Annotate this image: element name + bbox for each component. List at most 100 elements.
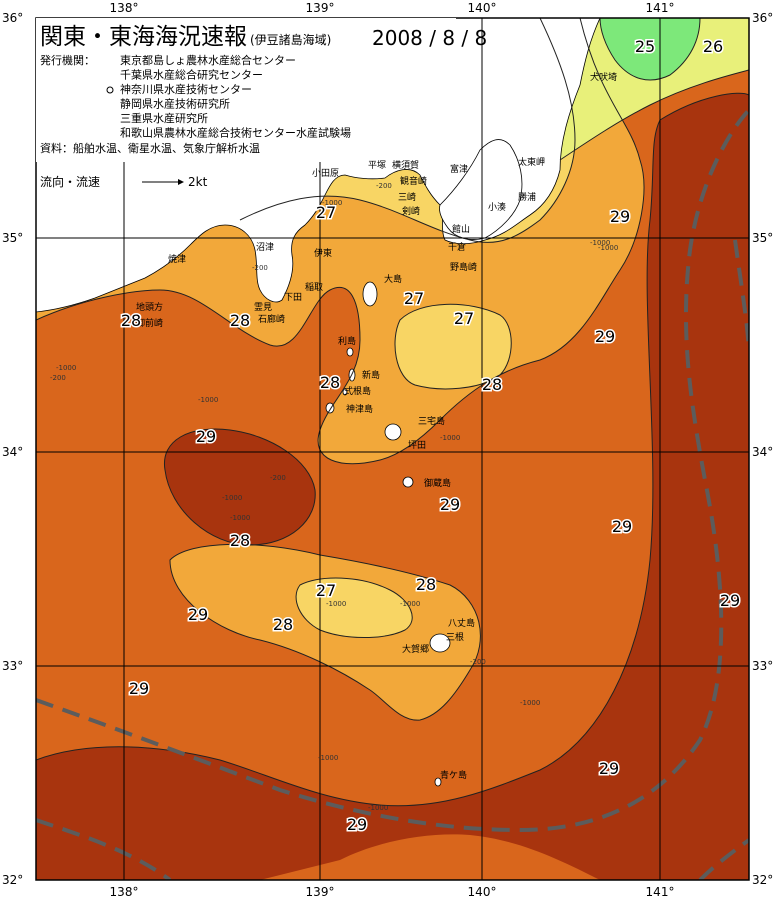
depth-label: -200 — [470, 658, 486, 666]
isotherm-28-line — [36, 18, 645, 465]
isotherm-27-central-line — [394, 303, 512, 390]
depth-label: -1000 — [198, 396, 218, 404]
latitude-tick-left: 36° — [2, 11, 23, 25]
depth-label: -1000 — [400, 600, 420, 608]
kuroshio-west-path — [36, 818, 172, 880]
zone-30-east — [36, 93, 749, 880]
isotherm-label: 29 — [599, 759, 619, 778]
isotherm-27-line — [239, 18, 576, 243]
latitude-tick-right: 36° — [752, 11, 773, 25]
zone-26 — [560, 18, 749, 160]
latitude-tick-right: 35° — [752, 231, 773, 245]
depth-label: -1000 — [318, 754, 338, 762]
depth-label: -200 — [252, 264, 268, 272]
mikurajima-island — [402, 476, 414, 488]
toshima-island — [346, 347, 354, 357]
isotherm-label: 27 — [404, 289, 424, 308]
place-label: 横須賀 — [392, 159, 419, 171]
depth-label: -200 — [50, 374, 66, 382]
depth-label: -1000 — [598, 244, 618, 252]
longitude-tick-bottom: 141° — [646, 885, 675, 899]
place-label: 利島 — [338, 335, 356, 347]
issuer-marker-icon — [106, 86, 114, 94]
isotherm-label: 29 — [440, 495, 460, 514]
isotherm-label: 29 — [612, 517, 632, 536]
flow-arrow-icon — [142, 179, 184, 185]
latitude-tick-right: 33° — [752, 659, 773, 673]
kuroshio-southeast-path — [698, 838, 749, 880]
flow-legend-label: 流向・流速 — [40, 174, 100, 189]
miyakejima-island — [384, 423, 402, 441]
isotherm-29-south-line — [36, 119, 661, 807]
isotherm-label: 28 — [273, 615, 293, 634]
latitude-tick-left: 32° — [2, 873, 23, 887]
isotherm-label: 28 — [482, 375, 502, 394]
kuroshio-main-path — [36, 108, 749, 833]
place-label: 平塚 — [368, 160, 386, 171]
isotherm-label: 29 — [347, 815, 367, 834]
hachijojima-island — [429, 633, 451, 653]
flow-legend-scale: 2kt — [188, 175, 208, 189]
depth-label: -1000 — [326, 600, 346, 608]
isotherm-label: 29 — [129, 679, 149, 698]
place-label: 稲取 — [305, 281, 323, 293]
depth-contour-labels: -1000-200-1000-1000-200-1000-1000-1000 -1… — [50, 182, 618, 812]
latitude-tick-left: 34° — [2, 445, 23, 459]
place-label: 坪田 — [408, 440, 426, 451]
depth-label: -1000 — [590, 239, 610, 247]
place-label: 焼津 — [168, 254, 186, 265]
longitude-tick-bottom: 138° — [110, 885, 139, 899]
isotherm-label: 25 — [635, 37, 655, 56]
kozushima-island — [325, 402, 335, 414]
depth-label: -1000 — [56, 364, 76, 372]
isotherm-label: 28 — [230, 311, 250, 330]
isotherm-label: 29 — [595, 327, 615, 346]
issuer-name: 静岡県水産技術研究所 — [120, 97, 230, 111]
longitude-tick-top: 138° — [110, 1, 139, 15]
latitude-tick-left: 33° — [2, 659, 23, 673]
isotherm-label: 29 — [196, 427, 216, 446]
place-label: 神津島 — [346, 403, 373, 415]
isotherm-26-line — [559, 69, 749, 161]
report-date: 2008 / 8 / 8 — [372, 26, 487, 50]
header-panel — [36, 18, 456, 162]
place-label: 犬吠埼 — [590, 71, 617, 83]
place-label: 八丈島 — [448, 617, 475, 629]
issuer-name: 和歌山県農林水産総合技術センター水産試験場 — [120, 126, 351, 140]
longitude-tick-bottom: 139° — [306, 885, 335, 899]
isotherm-label: 29 — [188, 605, 208, 624]
shikinejima-island — [342, 388, 348, 396]
isotherm-label: 28 — [320, 373, 340, 392]
isotherm-label: 29 — [720, 591, 740, 610]
zone-30-west-eddy — [164, 429, 316, 545]
issuer-name: 三重県水産研究所 — [120, 111, 208, 125]
place-label: 青ケ島 — [440, 769, 467, 781]
depth-label: -1000 — [222, 494, 242, 502]
place-label: 大島 — [384, 273, 402, 285]
isotherm-labels: 25 26 27 27 27 27 28 28 28 28 28 28 28 29 29 29 29 29 29 29… — [119, 36, 741, 836]
longitude-ticks: 138° 138° 139° 139° 140° 140° 141° 141° — [110, 1, 675, 899]
isotherm-label: 26 — [703, 37, 723, 56]
place-label: 小湊 — [488, 201, 506, 213]
place-label: 下田 — [284, 292, 302, 303]
longitude-tick-top: 139° — [306, 1, 335, 15]
place-label: 地頭方 — [136, 301, 163, 313]
zone-25 — [600, 18, 700, 80]
depth-label: -1000 — [230, 514, 250, 522]
area-label: (伊豆諸島海域) — [250, 32, 331, 47]
place-label: 太東岬 — [518, 156, 545, 168]
isotherm-label: 27 — [316, 581, 336, 600]
isotherm-label: 28 — [121, 311, 141, 330]
depth-label: -200 — [270, 474, 286, 482]
latitude-tick-right: 32° — [752, 873, 773, 887]
place-label: 千倉 — [448, 241, 466, 253]
map-title: 関東・東海海況速報 — [40, 24, 247, 50]
isotherm-label: 28 — [230, 531, 250, 550]
isotherm-29-eddy-line — [163, 428, 316, 546]
place-label: 霊見 — [254, 302, 272, 313]
depth-label: -1000 — [440, 434, 460, 442]
issuer-name: 東京都島しょ農林水産総合センター — [120, 53, 296, 67]
isotherm-30-line — [659, 92, 749, 121]
place-label: 富津 — [450, 163, 468, 175]
